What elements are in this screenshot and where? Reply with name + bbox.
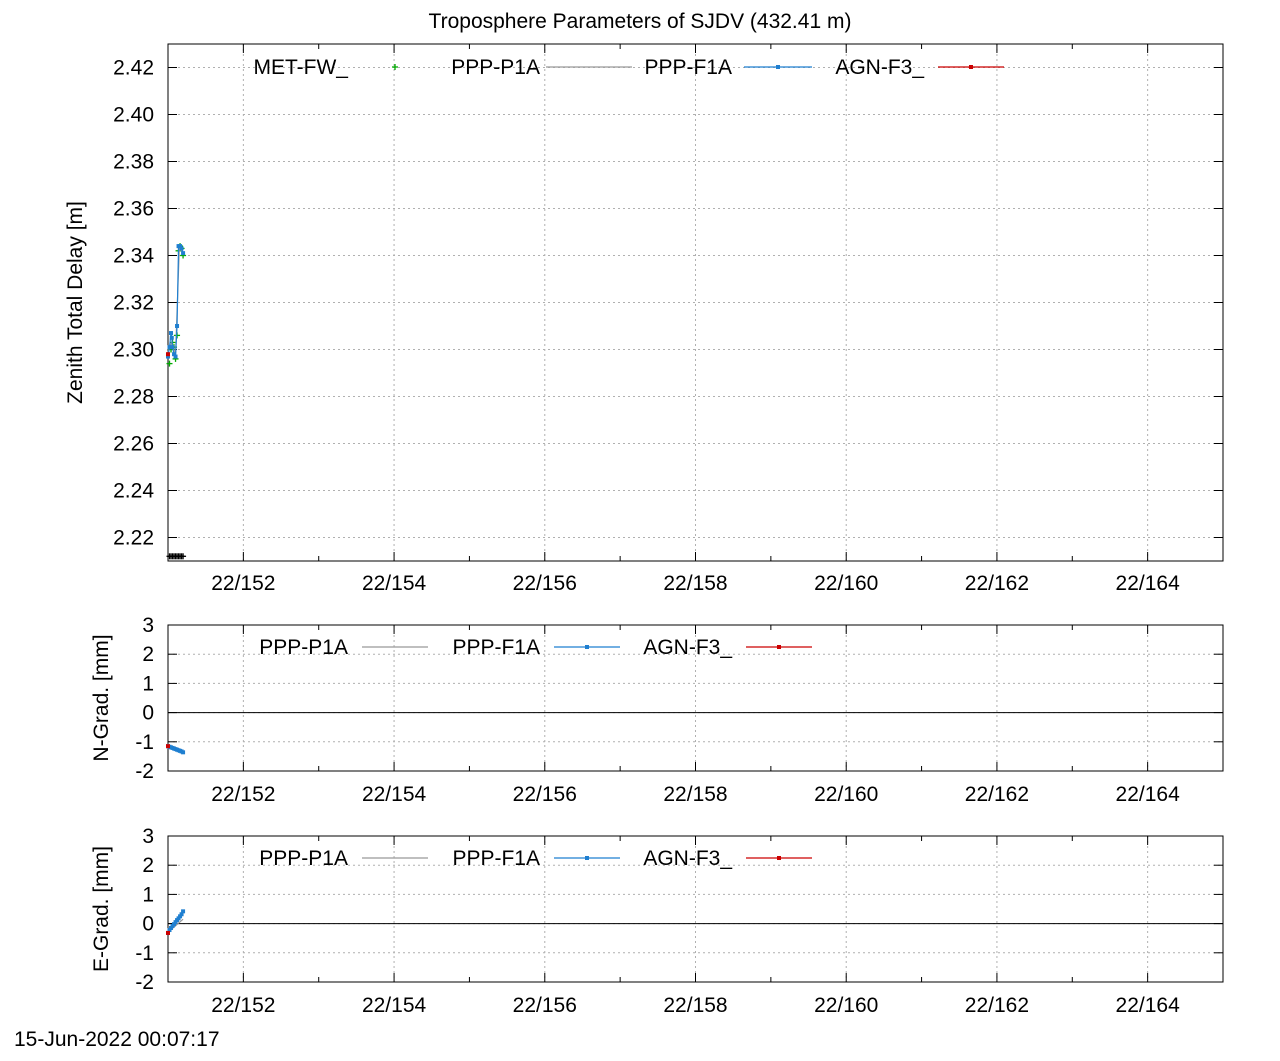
y-axis-label: Zenith Total Delay [m] xyxy=(64,201,87,404)
series-ppp-f1a-point xyxy=(173,920,178,925)
series-ppp-f1a-point xyxy=(173,354,178,359)
y-axis-label: N-Grad. [mm] xyxy=(90,634,113,761)
x-tick-label: 22/152 xyxy=(211,572,275,595)
legend-label: PPP-P1A xyxy=(259,636,348,659)
x-tick-label: 22/154 xyxy=(362,994,427,1017)
y-tick-label: 1 xyxy=(142,672,154,695)
series-ppp-f1a-point xyxy=(170,345,175,350)
x-tick-label: 22/156 xyxy=(513,783,577,806)
y-tick-label: 2.40 xyxy=(113,104,154,127)
y-tick-label: 2.28 xyxy=(113,386,154,409)
legend-label: AGN-F3_ xyxy=(643,847,732,870)
legend-marker xyxy=(777,645,781,649)
legend-marker xyxy=(776,65,780,69)
x-tick-label: 22/152 xyxy=(211,783,275,806)
legend-marker xyxy=(585,645,589,649)
plot-frame xyxy=(167,835,1224,983)
x-tick-label: 22/160 xyxy=(814,994,878,1017)
x-tick-label: 22/162 xyxy=(965,994,1029,1017)
legend-label: PPP-F1A xyxy=(452,847,540,870)
x-tick-label: 22/158 xyxy=(663,994,727,1017)
y-tick-label: 2.22 xyxy=(113,527,154,550)
y-tick-label: 3 xyxy=(142,825,154,848)
y-tick-label: 3 xyxy=(142,614,154,637)
series-ppp-f1a-point xyxy=(169,335,174,340)
y-tick-label: -2 xyxy=(135,760,154,783)
series-agn-f3-point xyxy=(166,930,170,935)
legend-label: PPP-P1A xyxy=(259,847,348,870)
x-tick-label: 22/162 xyxy=(965,783,1029,806)
chart-title: Troposphere Parameters of SJDV (432.41 m… xyxy=(429,10,852,33)
legend-label: PPP-F1A xyxy=(452,636,540,659)
n-grad-panel: -2 -1 0 1 2 3 22/152 22/154 22/156 22/158 22/160 22… xyxy=(90,614,1224,806)
x-tick-label: 22/164 xyxy=(1116,994,1181,1017)
legend-label: AGN-F3_ xyxy=(643,636,732,659)
y-tick-label: 2 xyxy=(142,854,154,877)
y-tick-label: -1 xyxy=(135,731,154,754)
y-tick-label: 1 xyxy=(142,883,154,906)
x-tick-label: 22/162 xyxy=(965,572,1029,595)
legend-label: AGN-F3_ xyxy=(835,56,924,79)
y-tick-label: 2.26 xyxy=(113,433,154,456)
y-tick-label: 2.42 xyxy=(113,57,154,80)
x-tick-label: 22/160 xyxy=(814,572,878,595)
x-tick-label: 22/164 xyxy=(1116,783,1181,806)
x-tick-label: 22/158 xyxy=(663,783,727,806)
y-tick-label: -2 xyxy=(135,971,154,994)
x-tick-label: 22/160 xyxy=(814,783,878,806)
series-ppp-f1a-point xyxy=(176,916,181,921)
series-ppp-f1a-point xyxy=(167,345,172,350)
series-agn-f3-point xyxy=(166,352,170,357)
plot-frame xyxy=(167,624,1224,772)
x-tick-label: 22/156 xyxy=(513,572,577,595)
series-ppp-f1a-point xyxy=(179,912,184,917)
ztd-panel: 2.22 2.24 2.26 2.28 2.30 2.32 2.34 2.36 2.38 2.40… xyxy=(64,43,1224,595)
y-tick-label: 0 xyxy=(142,913,154,936)
series-ppp-f1a-point xyxy=(169,925,174,930)
y-tick-label: -1 xyxy=(135,942,154,965)
x-tick-label: 22/164 xyxy=(1116,572,1181,595)
y-tick-label: 2.38 xyxy=(113,151,154,174)
series-ppp-f1a-point xyxy=(181,750,186,755)
x-tick-label: 22/158 xyxy=(663,572,727,595)
y-tick-label: 0 xyxy=(142,702,154,725)
legend-label: MET-FW_ xyxy=(254,56,349,79)
series-ppp-f1a-point xyxy=(175,324,180,328)
x-tick-label: 22/152 xyxy=(211,994,275,1017)
legend-label: PPP-F1A xyxy=(644,56,732,79)
plot-frame xyxy=(167,43,1224,562)
series-ppp-f1a-point xyxy=(178,244,183,249)
series-ppp-f1a-point xyxy=(167,928,172,933)
series-ppp-f1a-point xyxy=(166,354,170,359)
series-ppp-f1a-point xyxy=(172,352,177,357)
e-grad-panel: -2 -1 0 1 2 3 22/152 22/154 22/156 22/158 22/160 22… xyxy=(90,825,1224,1017)
x-tick-label: 22/156 xyxy=(513,994,577,1017)
legend-marker xyxy=(969,65,973,69)
legend-marker xyxy=(585,856,589,860)
y-axis-label: E-Grad. [mm] xyxy=(90,846,113,972)
series-ppp-f1a-point xyxy=(169,331,174,336)
series-ppp-f1a-point xyxy=(181,251,186,256)
series-ppp-f1a-point xyxy=(172,922,177,927)
series-ppp-f1a-point xyxy=(179,246,184,251)
x-tick-label: 22/154 xyxy=(362,572,427,595)
legend-label: PPP-P1A xyxy=(451,56,540,79)
timestamp: 15-Jun-2022 00:07:17 xyxy=(14,1028,220,1051)
y-tick-label: 2.34 xyxy=(113,245,154,268)
x-tick-label: 22/154 xyxy=(362,783,427,806)
y-tick-label: 2.30 xyxy=(113,339,154,362)
series-ppp-f1a-point xyxy=(178,914,183,919)
series-agn-f3-point xyxy=(166,744,170,749)
y-tick-label: 2 xyxy=(142,643,154,666)
y-tick-label: 2.36 xyxy=(113,198,154,221)
y-tick-label: 2.32 xyxy=(113,292,154,315)
y-tick-label: 2.24 xyxy=(113,480,154,503)
series-ppp-f1a-point xyxy=(181,909,186,914)
legend-marker xyxy=(777,856,781,860)
